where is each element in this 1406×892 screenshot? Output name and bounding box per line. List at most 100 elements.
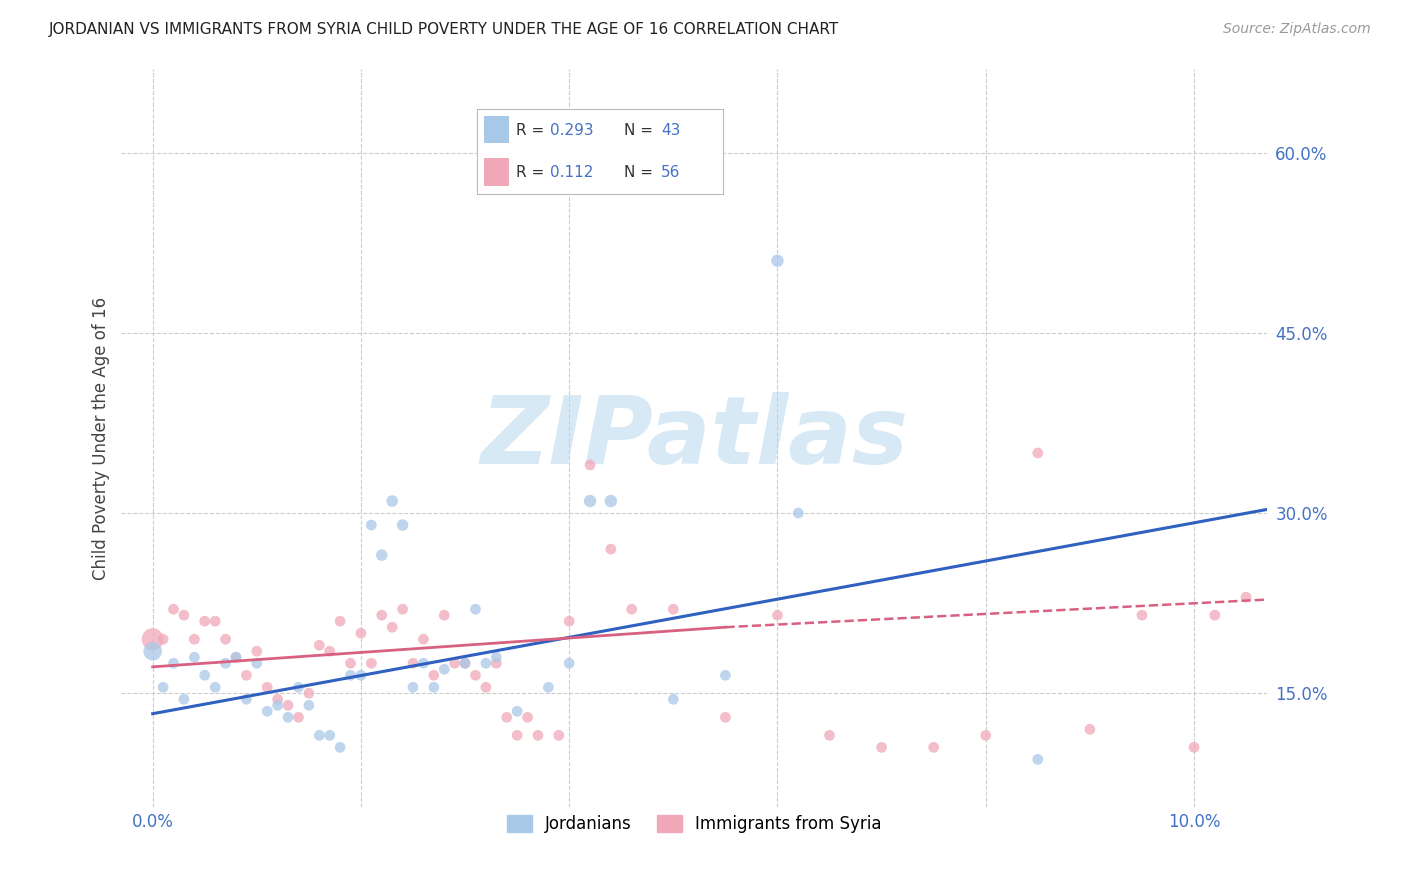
Point [495,710,517,724]
Point [662,602,685,616]
Point [194,614,217,628]
Point [412,632,434,647]
Point [485,657,508,671]
Point [287,680,309,694]
Point [454,657,477,671]
Point [537,680,560,694]
Point [1078,723,1101,737]
Point [318,644,340,658]
Y-axis label: Child Poverty Under the Age of 16: Child Poverty Under the Age of 16 [93,296,110,580]
Point [308,638,330,652]
Point [599,494,621,508]
Point [506,704,529,718]
Point [204,680,226,694]
Point [402,680,425,694]
Point [329,614,352,628]
Point [162,602,184,616]
Point [360,518,382,533]
Point [214,657,236,671]
Point [142,644,165,658]
Point [152,680,174,694]
Point [558,614,581,628]
Point [350,626,373,640]
Point [246,657,269,671]
Point [662,692,685,706]
Point [235,668,257,682]
Point [766,253,789,268]
Point [485,650,508,665]
Point [298,698,321,713]
Point [423,668,446,682]
Point [391,518,413,533]
Point [870,740,893,755]
Point [339,668,361,682]
Point [183,650,205,665]
Point [225,650,247,665]
Point [1026,752,1049,766]
Point [204,614,226,628]
Point [350,668,373,682]
Point [371,548,394,562]
Point [443,657,465,671]
Point [225,650,247,665]
Text: Source: ZipAtlas.com: Source: ZipAtlas.com [1223,22,1371,37]
Point [1130,608,1153,623]
Point [527,728,550,742]
Point [454,657,477,671]
Point [547,728,569,742]
Point [391,602,413,616]
Point [318,728,340,742]
Point [214,632,236,647]
Point [787,506,810,520]
Point [506,728,529,742]
Point [298,686,321,700]
Point [402,657,425,671]
Point [277,710,299,724]
Point [1204,608,1226,623]
Point [1182,740,1205,755]
Point [423,680,446,694]
Point [287,710,309,724]
Point [329,740,352,755]
Point [464,668,486,682]
Point [360,657,382,671]
Point [818,728,841,742]
Point [475,657,498,671]
Point [277,698,299,713]
Point [558,657,581,671]
Text: JORDANIAN VS IMMIGRANTS FROM SYRIA CHILD POVERTY UNDER THE AGE OF 16 CORRELATION: JORDANIAN VS IMMIGRANTS FROM SYRIA CHILD… [49,22,839,37]
Point [579,458,602,472]
Point [475,680,498,694]
Point [256,680,278,694]
Point [620,602,643,616]
Point [1234,590,1257,604]
Point [516,710,538,724]
Point [433,662,456,676]
Point [173,608,195,623]
Point [599,542,621,557]
Point [922,740,945,755]
Point [142,632,165,647]
Point [381,494,404,508]
Legend: Jordanians, Immigrants from Syria: Jordanians, Immigrants from Syria [501,808,889,839]
Point [464,602,486,616]
Point [1026,446,1049,460]
Point [235,692,257,706]
Point [412,657,434,671]
Point [579,494,602,508]
Point [339,657,361,671]
Point [183,632,205,647]
Point [173,692,195,706]
Point [152,632,174,647]
Point [381,620,404,634]
Point [194,668,217,682]
Point [266,692,288,706]
Point [714,710,737,724]
Point [256,704,278,718]
Point [162,657,184,671]
Point [766,608,789,623]
Text: ZIPatlas: ZIPatlas [479,392,908,484]
Point [714,668,737,682]
Point [974,728,997,742]
Point [266,698,288,713]
